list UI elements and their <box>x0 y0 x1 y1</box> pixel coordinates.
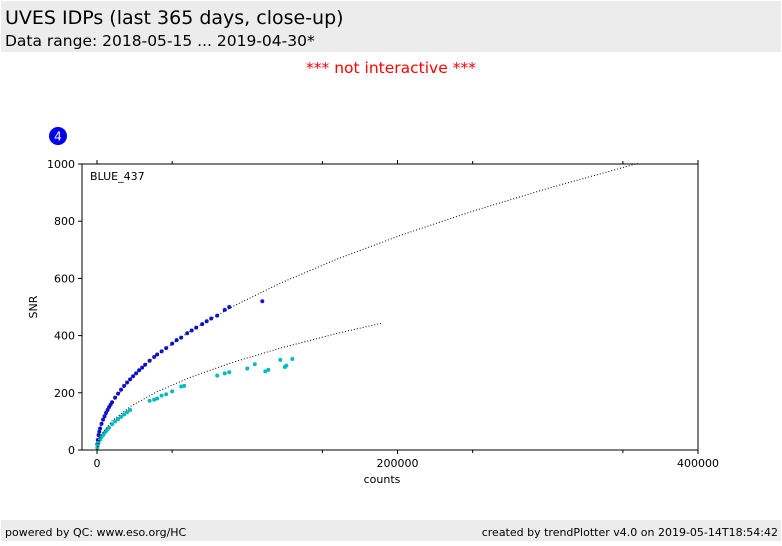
data-point <box>266 367 271 372</box>
data-point <box>209 316 214 321</box>
header-band <box>1 1 781 52</box>
data-point <box>134 371 139 376</box>
y-axis-label: SNR <box>27 295 40 318</box>
x-tick-label: 200000 <box>377 457 419 470</box>
footer-band <box>1 520 781 541</box>
data-point <box>99 421 104 426</box>
data-point <box>122 412 127 417</box>
plot-frame <box>81 163 699 451</box>
data-point <box>284 363 289 368</box>
data-point <box>110 422 115 427</box>
data-point <box>222 307 227 312</box>
y-tick-label: 600 <box>54 272 75 285</box>
x-tick-label: 0 <box>94 457 101 470</box>
data-point <box>125 410 130 415</box>
data-point <box>252 362 257 367</box>
data-point <box>215 313 220 318</box>
data-point <box>113 419 118 424</box>
data-point <box>215 373 220 378</box>
data-point <box>174 338 179 343</box>
data-point <box>143 362 148 367</box>
data-point <box>97 429 102 434</box>
data-point <box>119 414 124 419</box>
data-point <box>155 396 160 401</box>
notice: *** not interactive *** <box>306 59 476 77</box>
data-point <box>245 366 250 371</box>
y-tick-label: 400 <box>54 330 75 343</box>
data-point <box>263 369 268 374</box>
y-tick-label: 200 <box>54 387 75 400</box>
data-point <box>96 433 101 438</box>
data-point <box>260 299 265 304</box>
page-title: UVES IDPs (last 365 days, close-up) <box>5 7 344 29</box>
data-point <box>222 371 227 376</box>
data-point <box>119 387 124 392</box>
badge <box>49 127 67 145</box>
data-point <box>147 398 152 403</box>
data-point <box>159 393 164 398</box>
data-point <box>116 391 121 396</box>
page-subtitle: Data range: 2018-05-15 ... 2019-04-30* <box>5 32 315 50</box>
data-point <box>101 417 106 422</box>
data-point <box>170 389 175 394</box>
plot: 0 200 400 600 800 1000 0 200000 400000 counts SNR B… <box>27 158 719 486</box>
fit-curve <box>96 162 639 451</box>
data-point <box>200 322 205 327</box>
data-point <box>152 397 157 402</box>
data-point <box>110 400 115 405</box>
data-point <box>182 383 187 388</box>
data-point <box>107 425 112 430</box>
footer-right: created by trendPlotter v4.0 on 2019-05-… <box>482 526 778 539</box>
y-tick-label: 800 <box>54 215 75 228</box>
data-point <box>137 368 142 373</box>
y-tick-label: 1000 <box>47 158 75 171</box>
footer-left: powered by QC: www.eso.org/HC <box>5 526 187 539</box>
annotation: BLUE_437 <box>90 170 145 183</box>
data-point <box>164 392 169 397</box>
data-point <box>116 417 121 422</box>
data-point <box>278 357 283 362</box>
data-point <box>227 370 232 375</box>
data-point <box>227 305 232 309</box>
data-point <box>290 357 295 362</box>
data-point <box>128 407 133 412</box>
y-tick-label: 0 <box>68 444 75 457</box>
data-point <box>179 384 184 389</box>
fit-curve <box>96 322 382 451</box>
badge-label: 4 <box>54 130 62 144</box>
x-axis-label: counts <box>364 473 401 486</box>
x-tick-label: 400000 <box>677 457 719 470</box>
data-point <box>189 328 194 333</box>
